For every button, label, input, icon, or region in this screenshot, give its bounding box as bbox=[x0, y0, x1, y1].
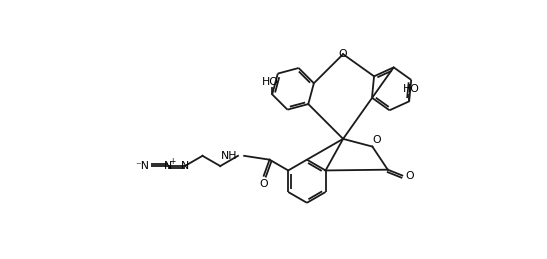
Text: HO: HO bbox=[261, 77, 278, 87]
Text: O: O bbox=[372, 135, 381, 145]
Text: ⁻N: ⁻N bbox=[135, 161, 149, 171]
Text: O: O bbox=[405, 171, 414, 181]
Text: NH: NH bbox=[221, 151, 237, 161]
Text: O: O bbox=[339, 49, 347, 59]
Text: O: O bbox=[259, 178, 267, 189]
Text: HO: HO bbox=[403, 84, 420, 94]
Text: +: + bbox=[169, 157, 176, 166]
Text: N: N bbox=[181, 161, 189, 171]
Text: N: N bbox=[164, 161, 172, 171]
